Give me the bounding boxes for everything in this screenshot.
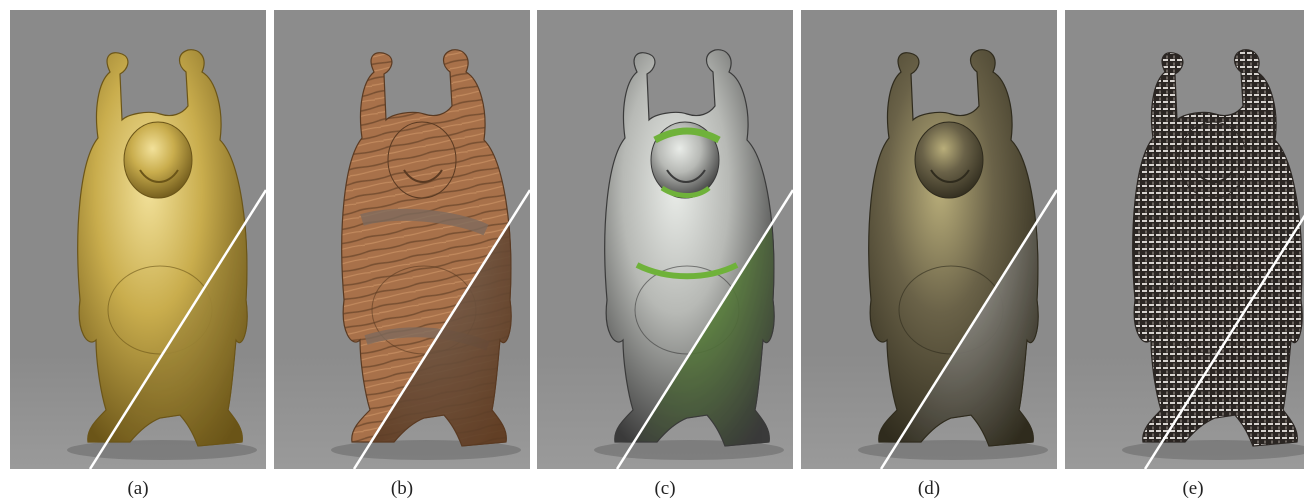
caption-e: (e) bbox=[1182, 478, 1204, 499]
statue-smile bbox=[930, 169, 970, 183]
grey-band bbox=[360, 208, 489, 236]
render-panel-c bbox=[537, 10, 793, 469]
split-line bbox=[879, 189, 1057, 469]
statue-head bbox=[387, 121, 457, 199]
buddha-render-c bbox=[537, 10, 793, 469]
split-line bbox=[1143, 214, 1304, 469]
caption-c: (c) bbox=[654, 478, 676, 499]
statue-smile bbox=[1194, 169, 1234, 183]
statue-head bbox=[650, 121, 720, 199]
split-line bbox=[88, 189, 266, 469]
render-panel-d bbox=[801, 10, 1057, 469]
statue-smile bbox=[403, 169, 443, 183]
caption-d: (d) bbox=[917, 478, 941, 499]
statue-smile bbox=[666, 169, 706, 183]
green-accent bbox=[660, 185, 711, 198]
caption-a: (a) bbox=[127, 478, 149, 499]
render-panel-a bbox=[10, 10, 266, 469]
buddha-render-e bbox=[1065, 10, 1304, 469]
statue-smile bbox=[139, 169, 179, 183]
green-accent bbox=[653, 127, 721, 144]
render-panel-e bbox=[1065, 10, 1304, 469]
render-panel-b bbox=[274, 10, 530, 469]
statue-head bbox=[914, 121, 984, 199]
buddha-render-d bbox=[801, 10, 1057, 469]
buddha-render-b bbox=[274, 10, 530, 469]
split-line bbox=[615, 189, 793, 469]
split-line bbox=[352, 189, 530, 469]
caption-b: (b) bbox=[390, 478, 414, 499]
green-accent bbox=[635, 262, 739, 280]
statue-head bbox=[1178, 121, 1248, 199]
statue-head bbox=[123, 121, 193, 199]
buddha-render-a bbox=[10, 10, 266, 469]
